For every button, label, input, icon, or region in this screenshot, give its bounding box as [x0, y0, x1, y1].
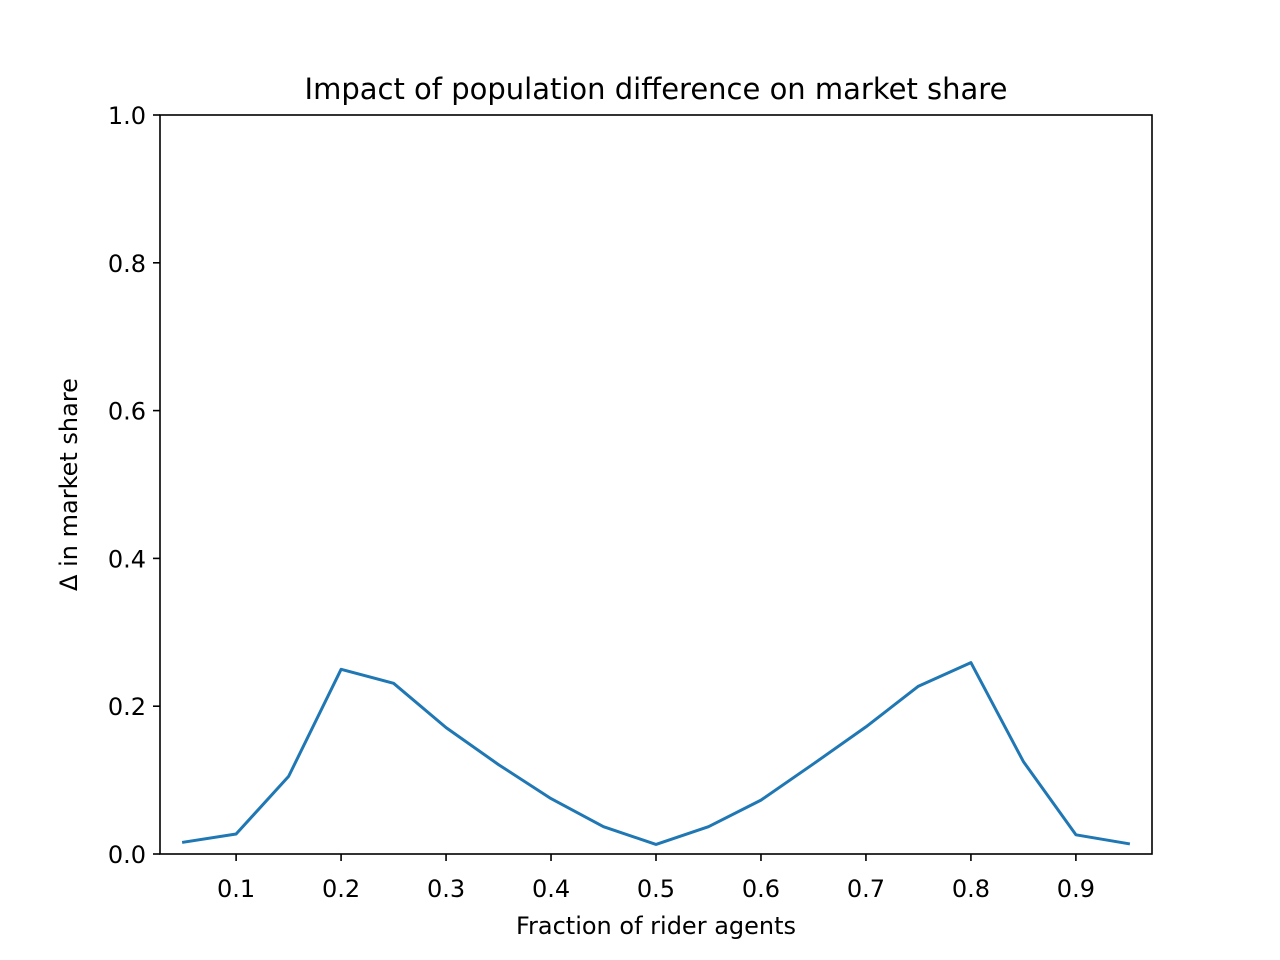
- x-tick-label: 0.8: [952, 875, 990, 903]
- x-tick-label: 0.6: [742, 875, 780, 903]
- y-tick-label: 1.0: [108, 102, 146, 130]
- y-axis: 0.0 0.2 0.4 0.6 0.8 1.0: [108, 102, 160, 869]
- x-axis-label: Fraction of rider agents: [516, 912, 796, 940]
- y-tick-label: 0.2: [108, 693, 146, 721]
- x-tick-label: 0.1: [217, 875, 255, 903]
- x-tick-label: 0.7: [847, 875, 885, 903]
- y-tick-label: 0.8: [108, 250, 146, 278]
- chart-title: Impact of population difference on marke…: [305, 72, 1008, 106]
- series-layer: [181, 661, 1131, 846]
- x-tick-label: 0.4: [532, 875, 570, 903]
- x-tick-label: 0.2: [322, 875, 360, 903]
- x-tick-label: 0.9: [1057, 875, 1095, 903]
- x-tick-label: 0.5: [637, 875, 675, 903]
- y-axis-label: Δ in market share: [55, 378, 83, 591]
- y-tick-label: 0.6: [108, 398, 146, 426]
- y-tick-label: 0.0: [108, 841, 146, 869]
- y-tick-label: 0.4: [108, 545, 146, 573]
- x-tick-label: 0.3: [427, 875, 465, 903]
- x-axis: 0.1 0.2 0.3 0.4 0.5 0.6 0.7 0.8 0.9: [217, 854, 1095, 903]
